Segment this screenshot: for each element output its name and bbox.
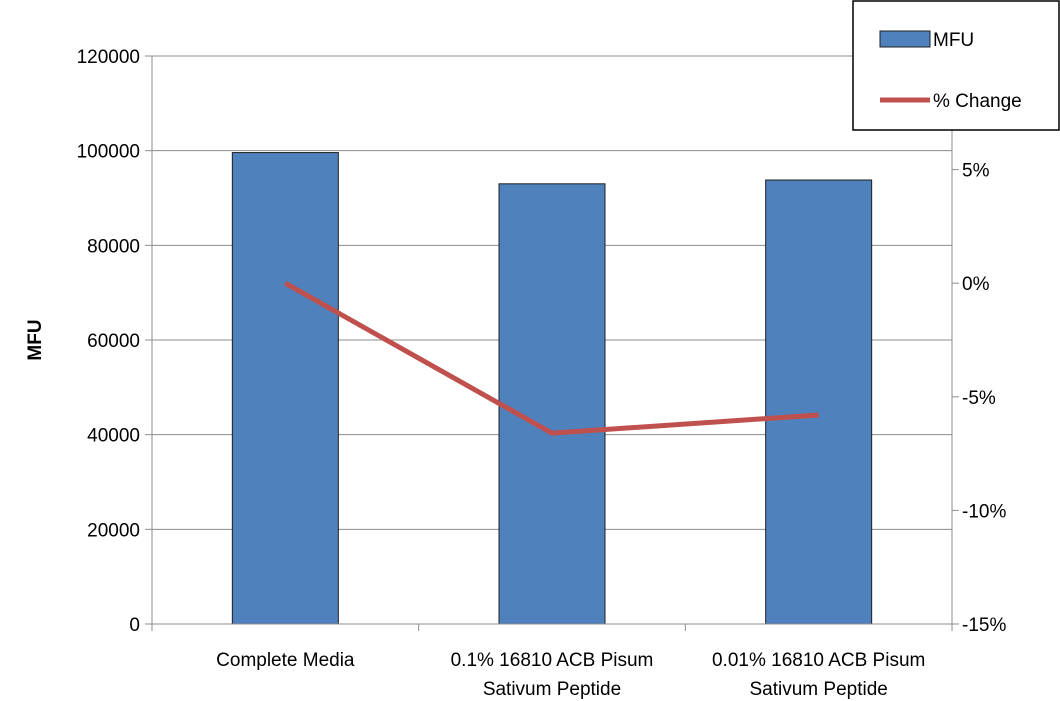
line-point <box>551 432 553 434</box>
left-tick-label: 20000 <box>87 520 140 541</box>
line-series-percent-change <box>284 281 820 436</box>
bar-series-mfu <box>231 152 873 625</box>
line-point <box>284 282 286 284</box>
legend-swatch-mfu <box>879 30 931 48</box>
right-tick-label: -15% <box>962 615 1006 636</box>
right-tick-label: -10% <box>962 501 1006 522</box>
right-tick-label: 5% <box>962 161 990 182</box>
category-label: 0.1% 16810 ACB Pisum Sativum Peptide <box>451 650 654 700</box>
line-point <box>818 414 820 416</box>
category-label: 0.01% 16810 ACB Pisum Sativum Peptide <box>712 650 925 700</box>
right-tick-label: 0% <box>962 274 990 295</box>
bar-mfu <box>765 179 873 625</box>
left-tick-label: 120000 <box>77 47 140 68</box>
left-tick-label: 40000 <box>87 426 140 447</box>
legend-box <box>852 0 1060 131</box>
right-axis-ticks: -15%-10%-5%0%5%10% <box>952 47 1006 636</box>
left-tick-label: 0 <box>129 615 140 636</box>
legend: MFU % Change <box>852 0 1060 131</box>
bar-mfu <box>498 183 606 625</box>
right-tick-label: -5% <box>962 388 996 409</box>
y-axis-label: MFU <box>25 319 46 360</box>
bar-mfu <box>231 152 339 625</box>
left-tick-label: 60000 <box>87 331 140 352</box>
category-labels: Complete Media 0.1% 16810 ACB Pisum Sativu… <box>216 650 925 700</box>
left-tick-label: 80000 <box>87 236 140 257</box>
category-label: Complete Media <box>216 650 355 671</box>
left-tick-label: 100000 <box>77 142 140 163</box>
left-axis-ticks: 0 20000 40000 60000 80000 100000 120000 <box>77 47 152 636</box>
legend-label-mfu: MFU <box>933 30 974 51</box>
legend-label-percent-change: % Change <box>933 91 1022 112</box>
